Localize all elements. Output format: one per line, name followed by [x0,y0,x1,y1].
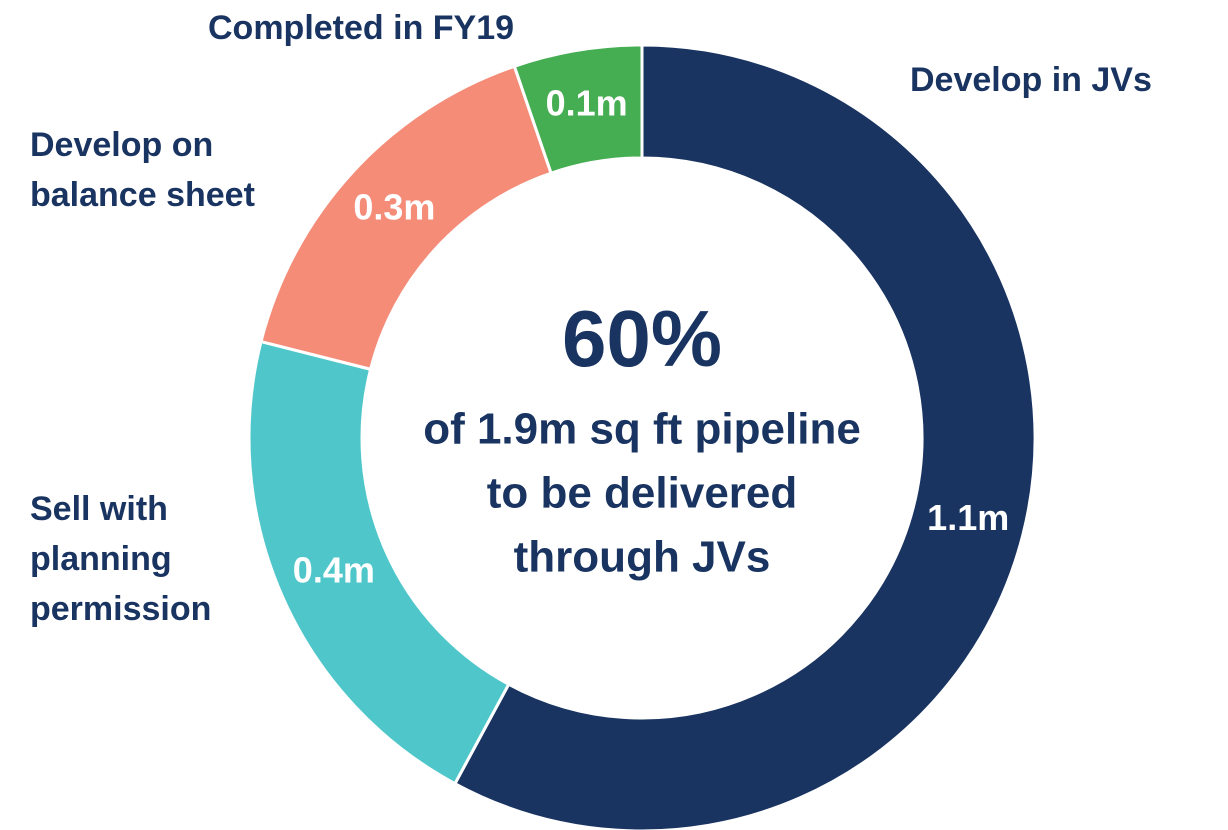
category-label: Develop on balance sheet [30,126,255,214]
value-label: 1.1m [927,497,1009,538]
donut-slice [247,339,511,786]
value-label: 0.3m [353,187,435,228]
value-label: 0.4m [293,550,375,591]
category-label: Develop in JVs [910,61,1152,99]
center-text: through JVs [514,533,771,582]
category-label: Sell with planning permission [30,490,212,628]
center-text: to be delivered [487,469,798,518]
category-label: Completed in FY19 [208,9,515,47]
value-label: 0.1m [546,83,628,124]
donut-slice [452,43,1037,830]
center-headline: 60% [562,294,722,383]
donut-slice [512,43,644,176]
center-text: of 1.9m sq ft pipeline [423,405,861,454]
